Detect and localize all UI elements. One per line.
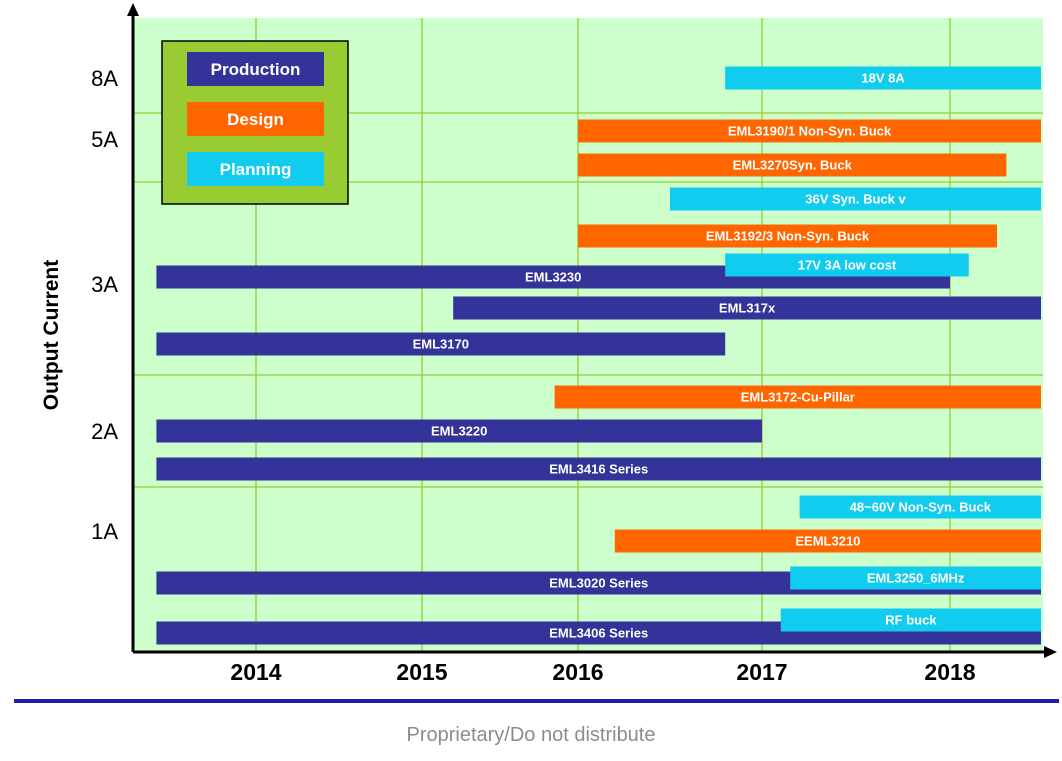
- bar-label: EML3416 Series: [549, 462, 648, 477]
- bar-label: EML3192/3 Non-Syn. Buck: [706, 229, 870, 244]
- bar-planning: [670, 187, 1041, 211]
- bar-label: EEML3210: [795, 534, 860, 549]
- bar-design: [578, 119, 1041, 143]
- bar-design: [578, 153, 1007, 177]
- legend-swatch-production: [187, 52, 324, 86]
- timeline-chart: 18V 8A EML3190/1 Non-Syn. Buck EML3270Syn.…: [40, 3, 1057, 685]
- bar-label: EML3406 Series: [549, 626, 648, 641]
- y-tick-label: 2A: [91, 419, 118, 444]
- y-tick-label: 5A: [91, 127, 118, 152]
- legend-label: Production: [211, 60, 301, 79]
- bar-planning: [725, 253, 969, 277]
- bar-design: [614, 529, 1041, 553]
- bar-label: EML3172-Cu-Pillar: [741, 390, 855, 405]
- x-axis-arrow: [1044, 646, 1057, 658]
- legend-swatch-planning: [187, 152, 324, 186]
- bar-planning: [790, 566, 1041, 590]
- bar-production: [156, 457, 1041, 481]
- footer-divider: [14, 699, 1059, 703]
- bar-label: RF buck: [885, 613, 937, 628]
- y-tick-label: 3A: [91, 272, 118, 297]
- legend: Production Design Planning: [161, 40, 349, 205]
- bar-label: EML3220: [431, 424, 487, 439]
- tick-labels: 8A 5A 3A 2A 1A 2014 2015 2016 2017 2018: [91, 66, 976, 685]
- y-axis-arrow: [127, 3, 139, 16]
- bar-planning: [799, 495, 1041, 519]
- legend-label: Design: [227, 110, 284, 129]
- x-tick-label: 2015: [396, 659, 447, 685]
- bar-label: EML3250_6MHz: [867, 571, 965, 586]
- legend-swatch-design: [187, 102, 324, 136]
- bar-label: EML3190/1 Non-Syn. Buck: [728, 124, 892, 139]
- bar-label: 18V 8A: [861, 71, 905, 86]
- footer-text: Proprietary/Do not distribute: [406, 724, 656, 746]
- bar-label: 17V 3A low cost: [798, 258, 897, 273]
- x-tick-label: 2016: [552, 659, 603, 685]
- bar-planning: [780, 608, 1041, 632]
- bar-production: [156, 332, 726, 356]
- bar-production: [453, 296, 1041, 320]
- bar-planning: [725, 66, 1041, 90]
- bars-group: 18V 8A EML3190/1 Non-Syn. Buck EML3270Syn.…: [156, 66, 1041, 645]
- bar-label: 48~60V Non-Syn. Buck: [850, 500, 992, 515]
- bar-design: [578, 224, 997, 248]
- bar-label: EML3270Syn. Buck: [733, 158, 853, 173]
- bar-label: EML3020 Series: [549, 576, 648, 591]
- y-tick-label: 8A: [91, 66, 118, 91]
- bar-design: [554, 385, 1041, 409]
- legend-label: Planning: [220, 160, 292, 179]
- axes: [127, 3, 1057, 658]
- y-tick-label: 1A: [91, 519, 118, 544]
- bar-label: 36V Syn. Buck v: [805, 192, 906, 207]
- bar-label: EML317x: [719, 301, 776, 316]
- x-tick-label: 2017: [736, 659, 787, 685]
- y-axis-title: Output Current: [40, 260, 63, 410]
- bar-label: EML3230: [525, 270, 581, 285]
- bar-production: [156, 419, 762, 443]
- bar-label: EML3170: [413, 337, 469, 352]
- x-tick-label: 2014: [230, 659, 281, 685]
- x-tick-label: 2018: [924, 659, 975, 685]
